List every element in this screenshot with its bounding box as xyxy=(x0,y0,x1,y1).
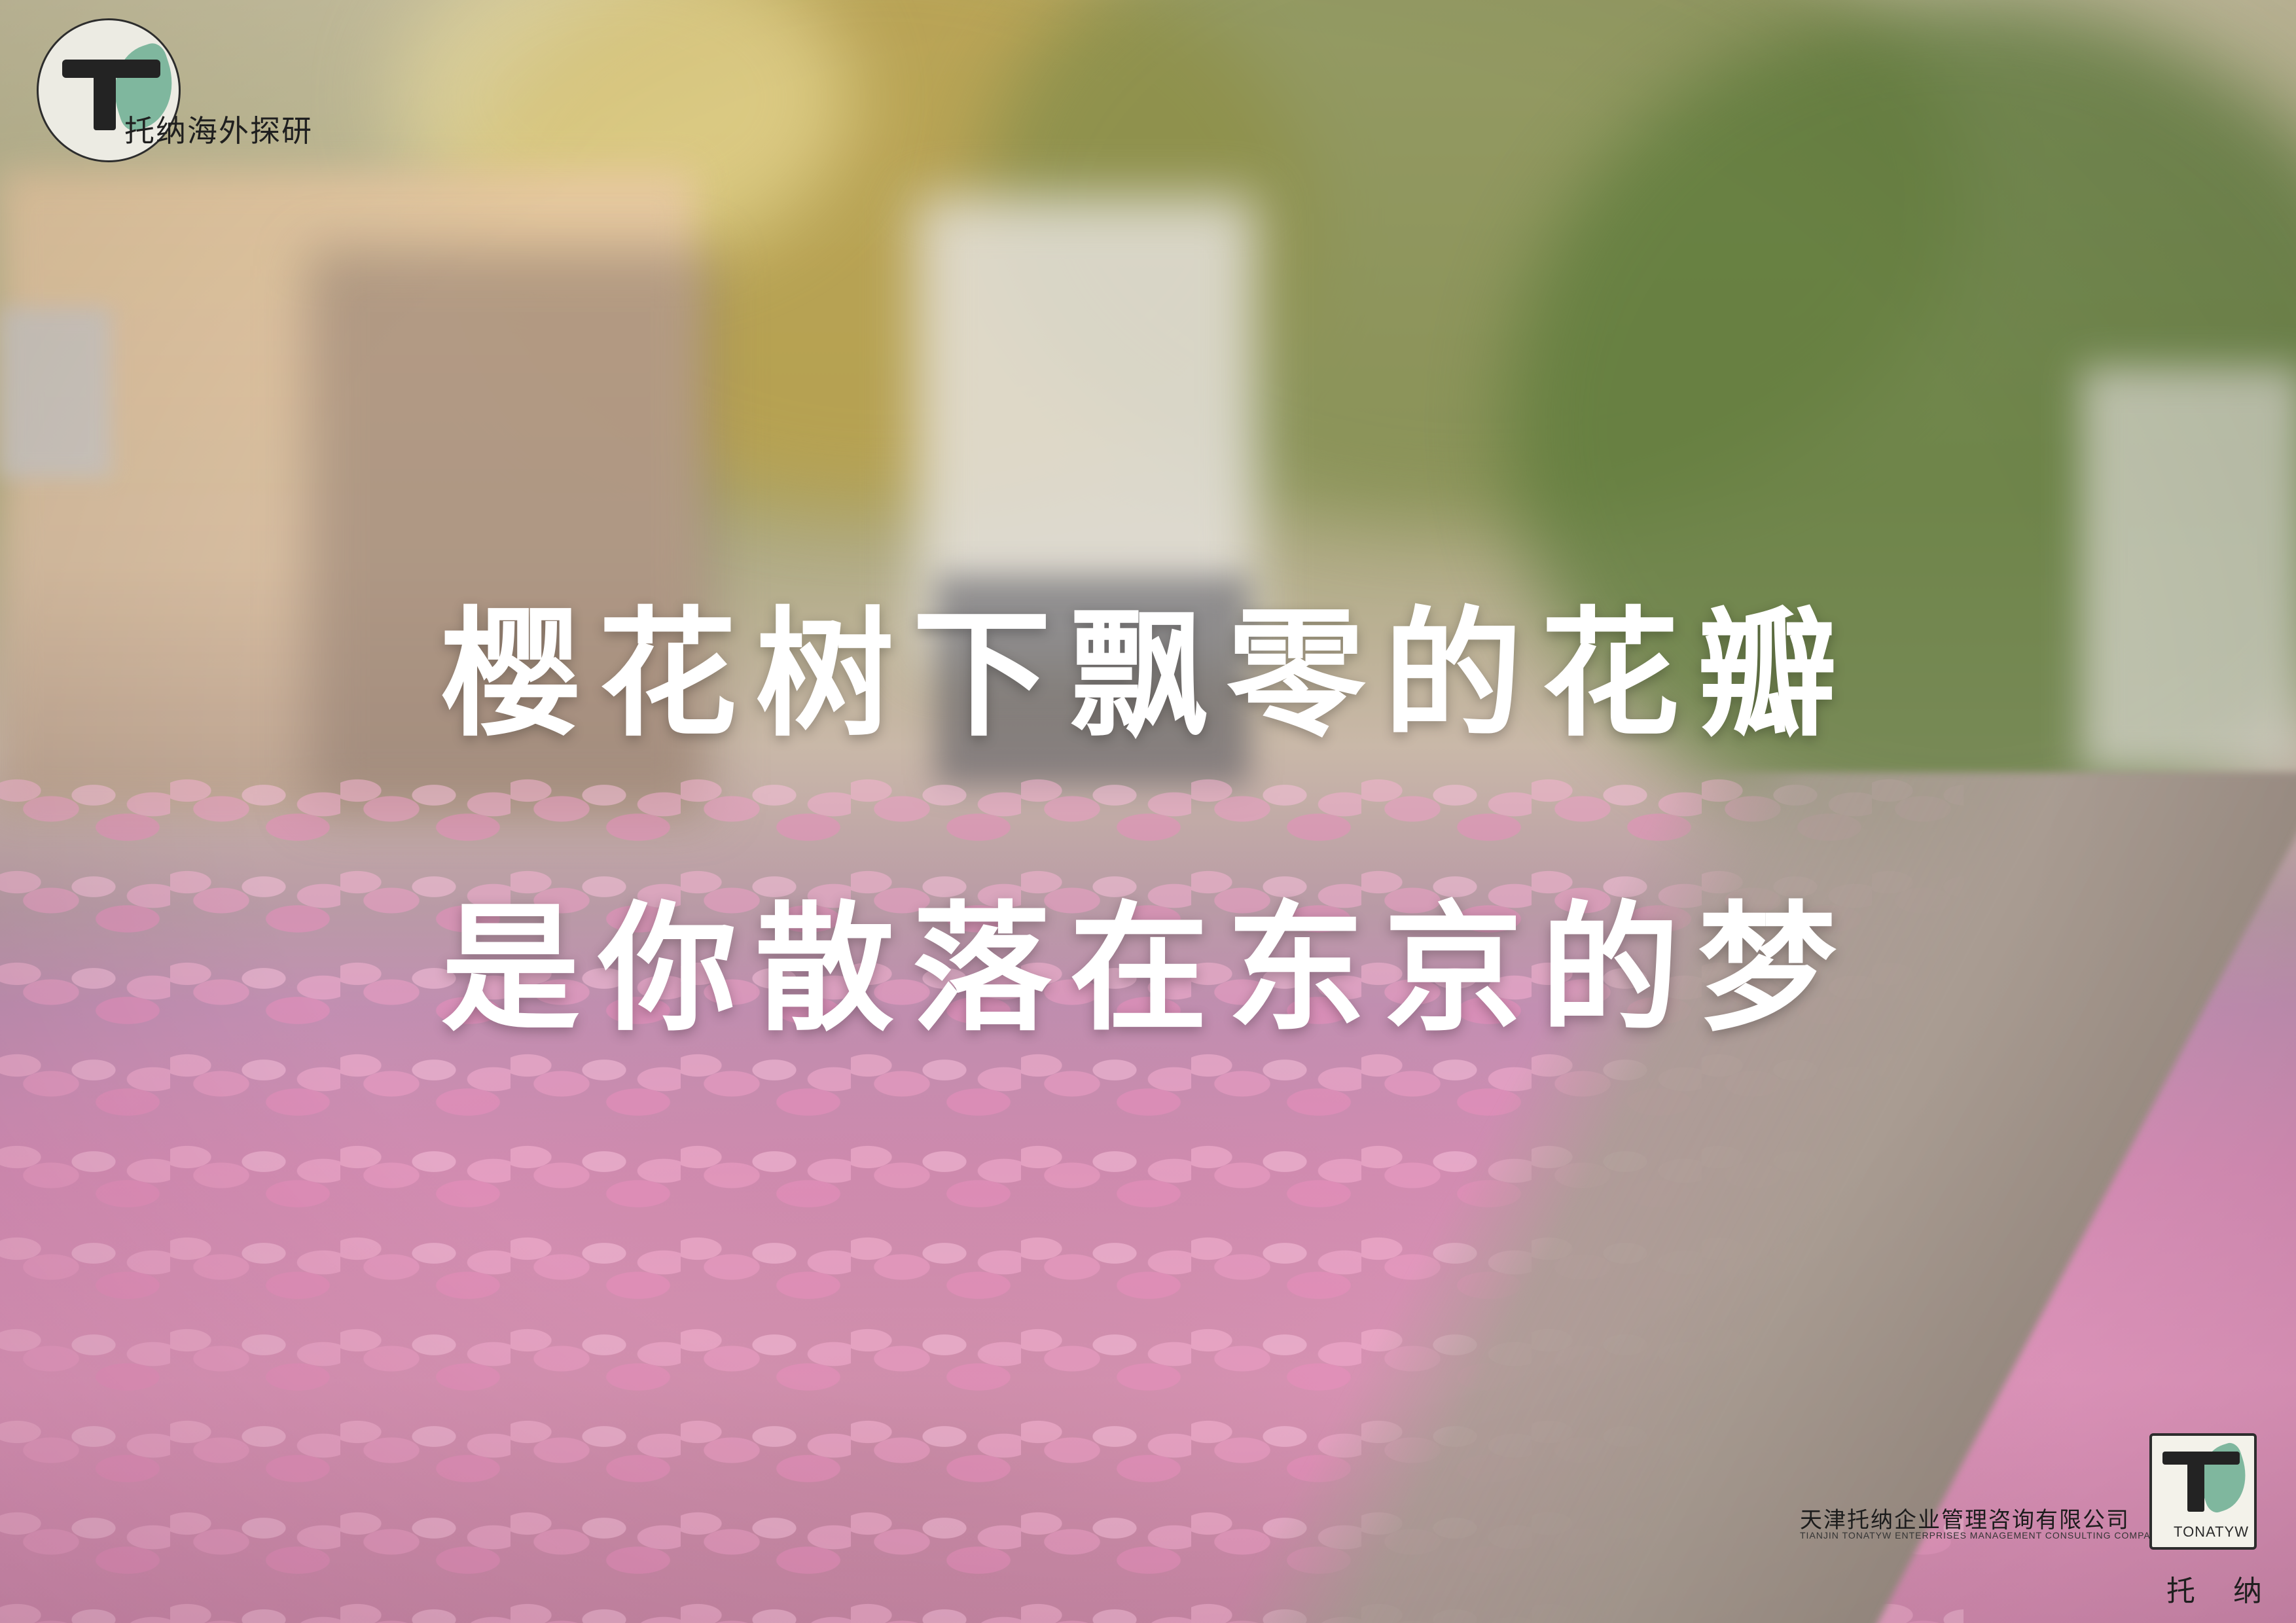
distant-gate xyxy=(936,576,1250,785)
t-stem-shape xyxy=(2187,1452,2204,1512)
headline-line-2: 是你散落在东京的梦 xyxy=(441,887,1855,1050)
company-name-en: TIANJIN TONATYW ENTERPRISES MANAGEMENT C… xyxy=(1800,1530,2165,1541)
logo-word: TONATYW xyxy=(2174,1524,2249,1540)
right-wall xyxy=(2081,366,2296,772)
t-stem-shape xyxy=(94,60,116,130)
house-shadow xyxy=(308,249,713,812)
house-window xyxy=(0,308,111,478)
tonatyw-logo-icon xyxy=(37,18,181,162)
tonatyw-box-logo-icon: TONATYW xyxy=(2149,1433,2257,1550)
company-name-cn: 天津托纳企业管理咨询有限公司 xyxy=(1800,1507,2130,1533)
headline-line-1: 樱花树下飘零的花瓣 xyxy=(441,592,1855,755)
brand-name-bottom-right: 托 纳 xyxy=(2166,1575,2276,1608)
brand-name-top-left: 托纳海外探研 xyxy=(124,113,313,149)
